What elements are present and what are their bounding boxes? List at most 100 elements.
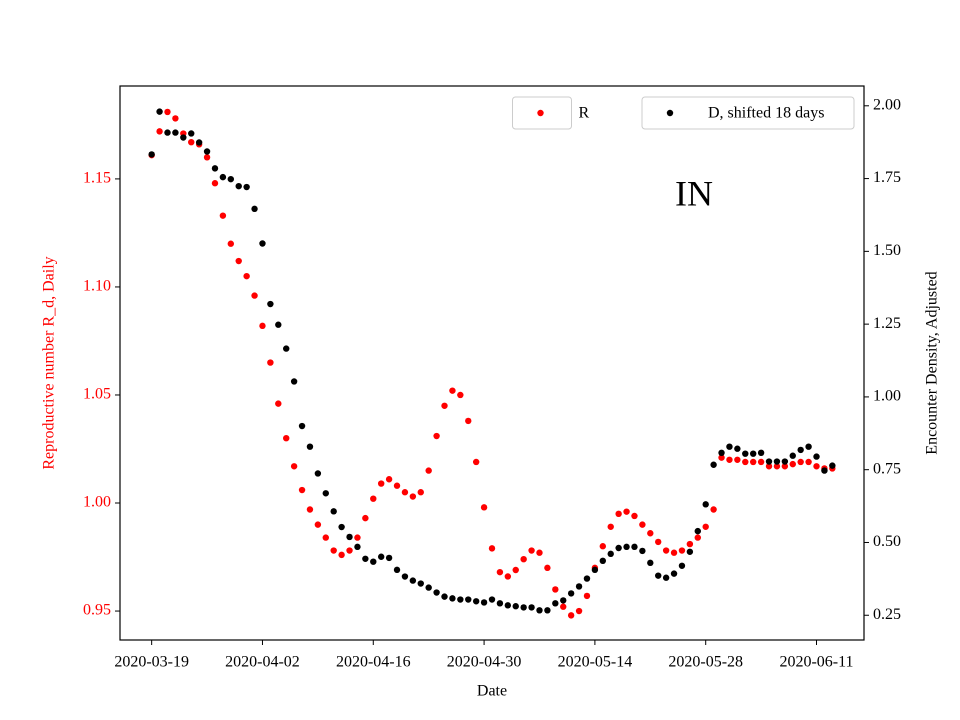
point — [749, 450, 757, 457]
point — [655, 572, 662, 579]
point — [567, 612, 575, 619]
point — [457, 391, 464, 399]
annotation: IN — [675, 173, 713, 213]
y-tick-label: 1.10 — [83, 278, 111, 295]
point — [607, 523, 614, 530]
point — [623, 543, 630, 551]
point — [377, 480, 385, 487]
point — [188, 138, 195, 146]
legend-label: R — [579, 105, 590, 122]
point — [575, 607, 583, 615]
point — [298, 422, 306, 430]
point — [662, 547, 670, 554]
point — [401, 489, 409, 496]
point — [480, 504, 488, 511]
point — [773, 458, 781, 465]
point — [631, 543, 638, 551]
point — [172, 115, 179, 122]
point — [805, 443, 812, 450]
point — [409, 577, 417, 584]
point — [765, 458, 773, 465]
point — [647, 530, 654, 537]
point — [599, 543, 607, 550]
point — [536, 607, 543, 614]
point — [694, 527, 701, 535]
point — [441, 593, 448, 600]
point — [623, 508, 630, 515]
legend-label: D, shifted 18 days — [708, 105, 824, 122]
x-tick-label: 2020-06-11 — [779, 654, 853, 671]
point — [631, 512, 638, 520]
point — [243, 183, 250, 191]
y2-tick-label: 2.00 — [873, 96, 901, 113]
point — [615, 544, 622, 552]
point — [702, 501, 709, 508]
point — [267, 300, 274, 308]
point — [670, 549, 678, 556]
point — [662, 574, 670, 581]
x-tick-label: 2020-05-28 — [668, 654, 743, 671]
point — [639, 547, 646, 555]
point — [560, 597, 567, 604]
point — [401, 573, 409, 580]
point — [504, 573, 512, 580]
point — [552, 600, 559, 607]
point — [393, 482, 401, 489]
point — [710, 461, 717, 468]
point — [314, 521, 322, 528]
point — [607, 550, 614, 558]
point — [615, 510, 622, 518]
legend-marker — [537, 109, 544, 117]
point — [259, 322, 266, 330]
point — [156, 108, 163, 115]
point — [417, 580, 424, 587]
point — [512, 603, 519, 610]
point — [678, 547, 686, 554]
point — [283, 345, 290, 352]
point — [275, 321, 282, 328]
point — [433, 432, 440, 440]
x-tick-label: 2020-04-16 — [336, 654, 411, 671]
point — [591, 566, 599, 574]
point — [805, 458, 812, 466]
point — [821, 467, 828, 474]
point — [773, 463, 781, 470]
point — [425, 467, 432, 474]
point — [409, 493, 417, 500]
point — [575, 583, 583, 590]
point — [425, 584, 432, 591]
point — [789, 460, 796, 468]
point — [536, 549, 543, 556]
point — [251, 292, 258, 299]
point — [718, 449, 725, 457]
point — [757, 458, 765, 466]
point — [290, 463, 298, 470]
point — [362, 514, 369, 522]
point — [512, 566, 519, 574]
point — [393, 566, 401, 574]
point — [322, 534, 329, 541]
point — [449, 387, 456, 394]
point — [235, 182, 242, 190]
point — [781, 463, 789, 470]
point — [472, 598, 480, 605]
point — [583, 592, 591, 600]
plot-frame — [119, 85, 865, 641]
point — [417, 489, 424, 496]
point — [219, 173, 227, 181]
y-tick-label: 1.15 — [83, 170, 111, 187]
point — [686, 548, 694, 555]
point — [702, 523, 709, 530]
point — [346, 547, 353, 554]
point — [322, 490, 329, 497]
y2-tick-label: 0.75 — [873, 460, 901, 477]
point — [544, 564, 551, 572]
point — [433, 589, 440, 596]
point — [195, 139, 203, 146]
point — [354, 534, 361, 541]
point — [496, 568, 504, 576]
point — [251, 205, 258, 213]
point — [283, 434, 290, 442]
point — [227, 240, 235, 247]
